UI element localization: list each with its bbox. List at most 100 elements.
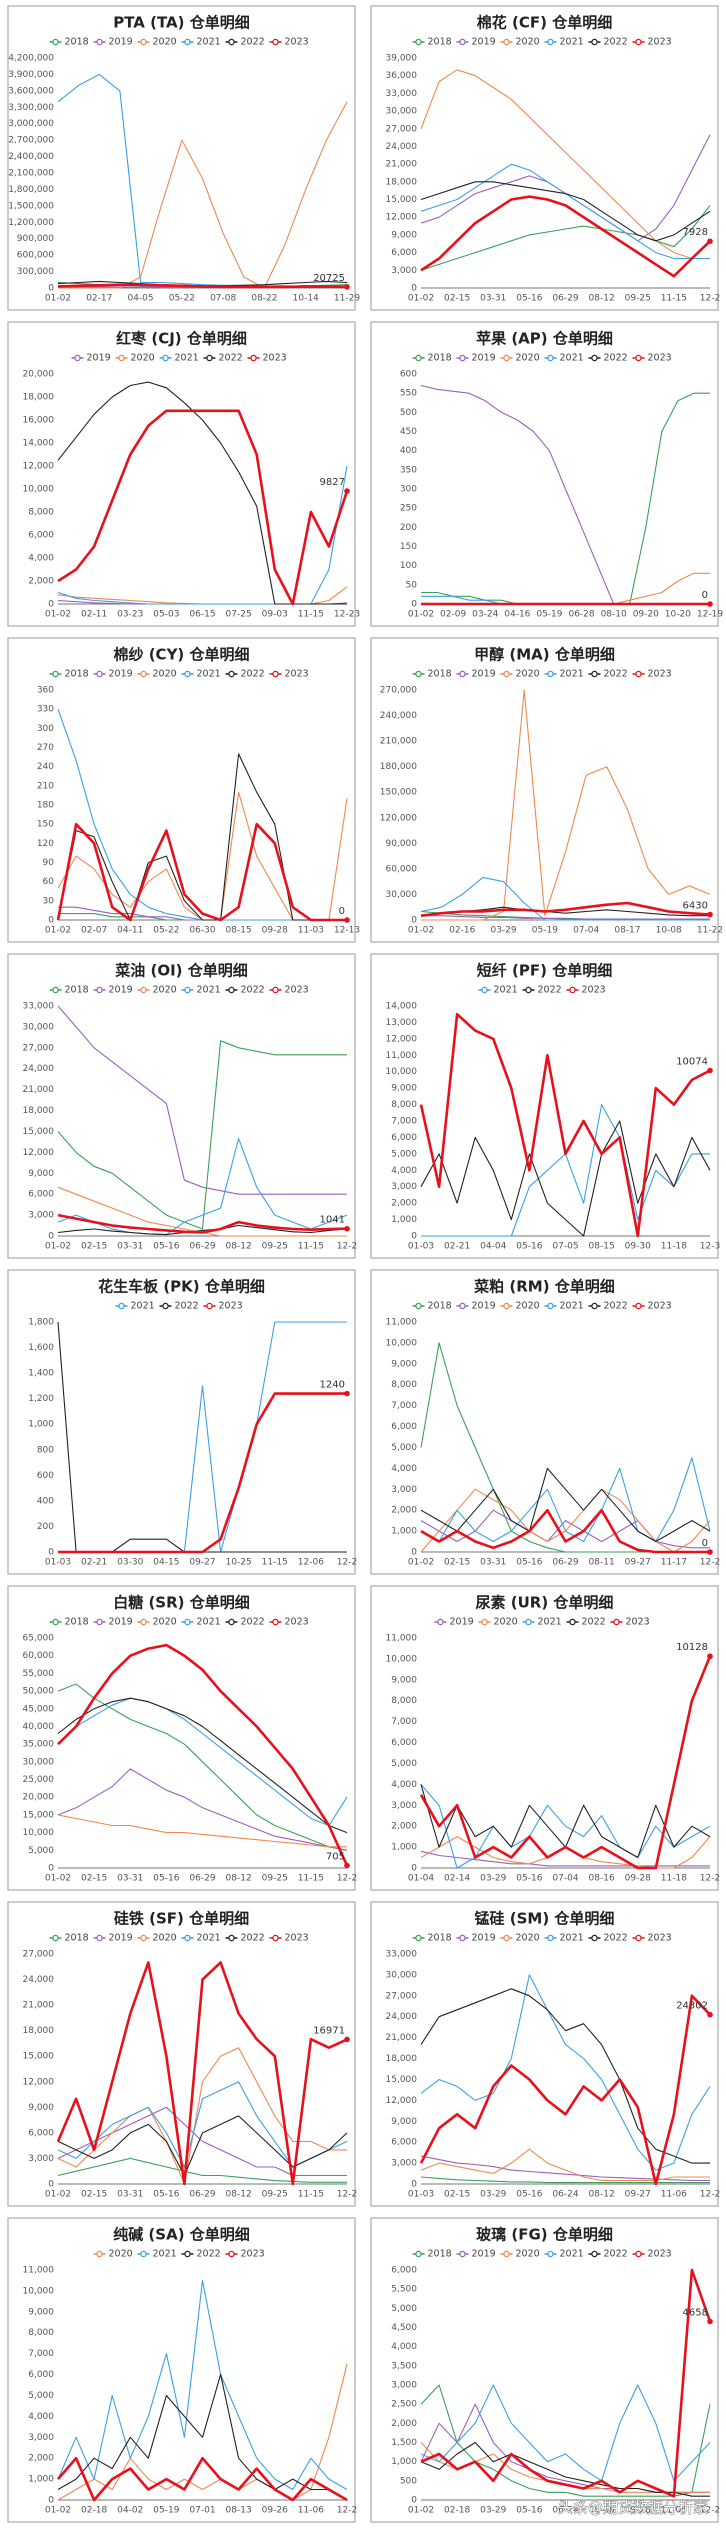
x-tick-label: 01-02 xyxy=(45,610,71,620)
end-label: 0 xyxy=(702,1538,708,1549)
legend-marker xyxy=(635,38,642,46)
y-tick-label: 12,000 xyxy=(386,2096,418,2106)
x-tick-label: 01-03 xyxy=(45,1558,71,1568)
y-tick-label: 150 xyxy=(400,542,417,552)
y-tick-label: 4,000 xyxy=(28,2412,54,2422)
x-tick-label: 11-17 xyxy=(661,1558,687,1568)
x-tick-label: 09-25 xyxy=(262,2190,288,2200)
end-point xyxy=(344,1225,350,1232)
series-line xyxy=(57,2157,347,2183)
legend-label: 2019 xyxy=(472,1301,496,1312)
y-tick-label: 6,000 xyxy=(391,2266,417,2276)
y-tick-label: 0 xyxy=(48,1548,54,1558)
series-line xyxy=(57,1697,348,1834)
legend-marker xyxy=(459,354,466,362)
legend-marker xyxy=(415,670,422,678)
legend-marker xyxy=(74,354,81,362)
y-tick-label: 270,000 xyxy=(380,686,417,696)
x-tick-label: 02-09 xyxy=(440,610,466,620)
y-tick-label: 8,000 xyxy=(28,508,54,518)
legend-label: 2021 xyxy=(197,1933,221,1944)
legend-label: 2023 xyxy=(285,1617,309,1628)
legend-marker xyxy=(613,1618,620,1626)
y-tick-label: 350 xyxy=(400,465,417,475)
chart-panel: 花生车板 (PK) 仓单明细 2021 2022 2023 0 200 400 600 800 1… xyxy=(7,1269,357,1575)
legend-label: 2021 xyxy=(197,985,221,996)
legend-marker xyxy=(481,986,488,994)
y-tick-label: 24,000 xyxy=(23,1975,55,1985)
x-tick-label: 03-31 xyxy=(117,2190,143,2200)
x-tick-label: 02-18 xyxy=(444,2506,470,2516)
y-tick-label: 21,000 xyxy=(23,1085,55,1095)
legend-label: 2020 xyxy=(516,1933,540,1944)
x-tick-label: 06-29 xyxy=(189,2190,215,2200)
y-tick-label: 3,000 xyxy=(391,1485,417,1495)
x-tick-label: 04-02 xyxy=(117,2506,143,2516)
y-tick-label: 4,000 xyxy=(391,1464,417,1474)
y-tick-label: 9,000 xyxy=(28,1169,54,1179)
x-tick-label: 06-29 xyxy=(552,294,578,304)
legend-label: 2023 xyxy=(648,2249,672,2260)
y-tick-label: 3,900,000 xyxy=(8,70,54,80)
legend-label: 2023 xyxy=(241,2249,265,2260)
y-tick-label: 600 xyxy=(400,370,417,380)
y-tick-label: 240 xyxy=(37,762,54,772)
x-tick-label: 02-15 xyxy=(444,294,470,304)
legend-label: 2023 xyxy=(285,669,309,680)
x-tick-label: 06-28 xyxy=(568,610,594,620)
y-tick-label: 4,000 xyxy=(391,2342,417,2352)
x-tick-label: 09-27 xyxy=(625,2190,651,2200)
y-tick-label: 3,000 xyxy=(28,2154,54,2164)
x-tick-label: 09-30 xyxy=(625,1242,651,1252)
legend-marker xyxy=(591,354,598,362)
y-tick-label: 50 xyxy=(406,580,418,590)
x-tick-label: 04-15 xyxy=(153,1558,179,1568)
legend-marker xyxy=(503,2250,510,2258)
y-tick-label: 0 xyxy=(411,2496,417,2506)
x-tick-label: 03-29 xyxy=(480,1874,506,1884)
legend-label: 2018 xyxy=(65,1933,89,1944)
y-tick-label: 18,000 xyxy=(386,177,418,187)
x-tick-label: 05-19 xyxy=(153,2506,179,2516)
legend-label: 2018 xyxy=(428,353,452,364)
x-tick-label: 08-22 xyxy=(251,294,277,304)
legend-marker xyxy=(547,1302,554,1310)
chart-title: 棉纱 (CY) 仓单明细 xyxy=(113,646,249,664)
x-tick-label: 02-14 xyxy=(444,1874,470,1884)
y-tick-label: 1,200 xyxy=(28,1394,54,1404)
series-line xyxy=(57,1683,348,1851)
legend-label: 2020 xyxy=(153,1617,177,1628)
y-tick-label: 2,100,000 xyxy=(8,169,54,179)
chart-panel: 玻璃 (FG) 仓单明细 2018 2019 2020 2021 2022 2023 0 500… xyxy=(370,2217,720,2523)
x-tick-label: 05-16 xyxy=(516,2190,542,2200)
y-tick-label: 0 xyxy=(411,600,417,610)
y-tick-label: 18,000 xyxy=(386,2054,418,2064)
legend-label: 2018 xyxy=(428,37,452,48)
x-tick-label: 11-15 xyxy=(298,610,324,620)
legend-marker xyxy=(591,2250,598,2258)
y-tick-label: 12,000 xyxy=(386,1034,418,1044)
legend-label: 2023 xyxy=(285,1933,309,1944)
x-tick-label: 11-15 xyxy=(298,2190,324,2200)
y-tick-label: 33,000 xyxy=(23,1002,55,1012)
x-tick-label: 01-04 xyxy=(408,1874,434,1884)
y-tick-label: 150 xyxy=(37,820,54,830)
series-line xyxy=(419,1655,712,1870)
y-tick-label: 10,000 xyxy=(386,1338,418,1348)
y-tick-label: 400 xyxy=(400,446,417,456)
series-line xyxy=(57,1040,347,1230)
x-tick-label: 09-28 xyxy=(625,2506,651,2516)
chart-title: 纯碱 (SA) 仓单明细 xyxy=(113,2226,250,2244)
y-tick-label: 180 xyxy=(37,801,54,811)
series-line xyxy=(57,1137,348,1236)
legend-marker xyxy=(52,1934,59,1942)
x-tick-label: 10-14 xyxy=(293,294,319,304)
y-tick-label: 200 xyxy=(400,523,417,533)
y-tick-label: 5,000 xyxy=(391,1443,417,1453)
legend-marker xyxy=(459,2250,466,2258)
legend-marker xyxy=(459,670,466,678)
legend-marker xyxy=(206,1302,213,1310)
y-tick-label: 3,600,000 xyxy=(8,86,54,96)
y-tick-label: 39,000 xyxy=(386,54,418,64)
